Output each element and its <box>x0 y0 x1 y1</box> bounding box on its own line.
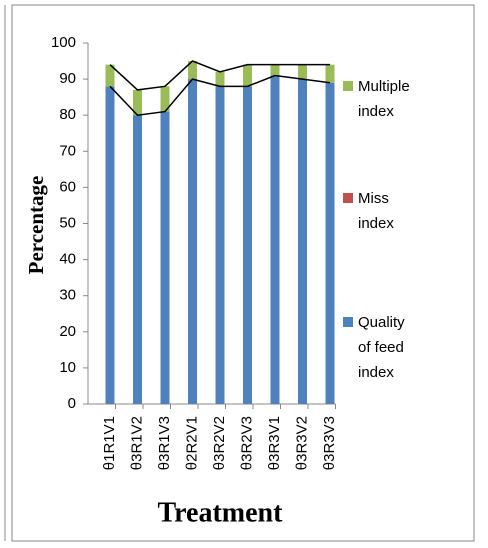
legend-swatch <box>343 317 353 327</box>
bar-segment <box>243 86 252 404</box>
bar-segment <box>133 115 142 404</box>
bar-segment <box>105 86 115 404</box>
y-tick-label: 90 <box>59 70 76 87</box>
x-tick-label: θ3R3V3 <box>321 416 338 470</box>
bar-segment <box>188 61 197 80</box>
y-tick-label: 70 <box>59 142 76 159</box>
x-tick-label: θ3R3V2 <box>293 416 310 470</box>
legend-label: Quality of feed index <box>358 314 405 381</box>
bar-segment <box>215 86 225 404</box>
bar-segment <box>325 64 335 83</box>
y-tick-label: 20 <box>59 323 76 340</box>
y-tick-label: 60 <box>59 178 76 195</box>
y-axis-title: Percentage <box>24 176 48 275</box>
bar-segment <box>188 79 197 404</box>
x-axis-title: Treatment <box>158 497 284 528</box>
x-tick-label: θ3R2V3 <box>238 416 255 470</box>
x-tick-label: θ1R1V1 <box>101 416 118 470</box>
legend-label: Multiple index <box>358 78 410 120</box>
series-line <box>109 74 331 116</box>
bar-segment <box>298 64 307 80</box>
legend-label: Miss index <box>358 190 394 232</box>
x-tick-label: θ3R1V3 <box>156 416 173 470</box>
y-tick-label: 40 <box>59 251 76 268</box>
bar-segment <box>105 64 115 87</box>
chart-frame <box>11 4 475 542</box>
bar-segment <box>270 75 280 405</box>
y-tick-label: 10 <box>59 359 76 376</box>
bar-segment <box>325 82 335 405</box>
x-tick-label: θ2R2V1 <box>183 416 200 470</box>
legend-swatch <box>343 193 353 203</box>
y-tick-label: 50 <box>59 214 76 231</box>
bar-segment <box>243 64 252 87</box>
bar-segment <box>160 111 170 404</box>
y-tick-label: 100 <box>51 34 76 51</box>
y-tick-label: 0 <box>68 395 76 412</box>
series-line <box>109 60 330 91</box>
bar-segment <box>215 71 225 87</box>
x-tick-label: θ3R3V1 <box>266 416 283 470</box>
bar-segment <box>160 86 170 112</box>
legend-swatch <box>343 81 353 91</box>
bar-segment <box>270 64 280 76</box>
x-tick-label: θ3R1V2 <box>128 416 145 470</box>
bar-segment <box>133 89 142 116</box>
y-tick-label: 80 <box>59 106 76 123</box>
x-tick-label: θ3R2V2 <box>211 416 228 470</box>
y-tick-label: 30 <box>59 287 76 304</box>
bar-segment <box>298 79 307 404</box>
